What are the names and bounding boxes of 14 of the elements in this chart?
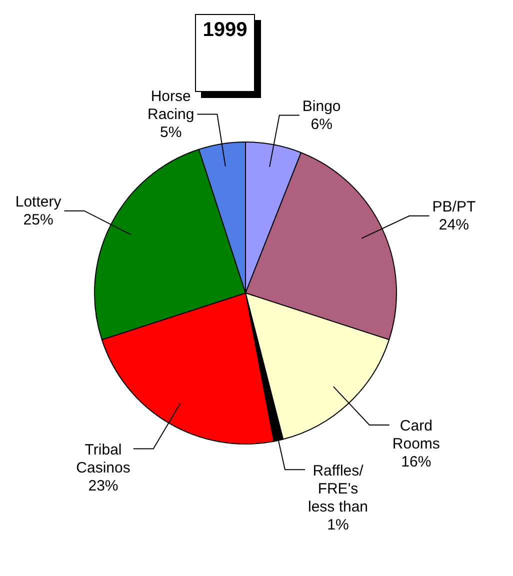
slice-label: Horse Racing xyxy=(147,88,194,123)
slice-label: Bingo xyxy=(302,98,341,115)
data-label: 6% xyxy=(310,116,332,133)
chart-title: 1999 xyxy=(195,14,255,92)
data-label: 25% xyxy=(23,211,54,228)
data-label: less than 1% xyxy=(308,498,368,534)
slice-label: Lottery xyxy=(15,193,62,210)
data-label: 24% xyxy=(438,216,469,234)
data-label: 16% xyxy=(401,454,432,471)
slice-label: PB/PT xyxy=(432,198,476,216)
data-label: 23% xyxy=(88,477,118,494)
slice-label: Card Rooms xyxy=(392,418,440,453)
data-label: 5% xyxy=(160,124,182,141)
slice-label: Tribal Casinos xyxy=(76,441,130,476)
